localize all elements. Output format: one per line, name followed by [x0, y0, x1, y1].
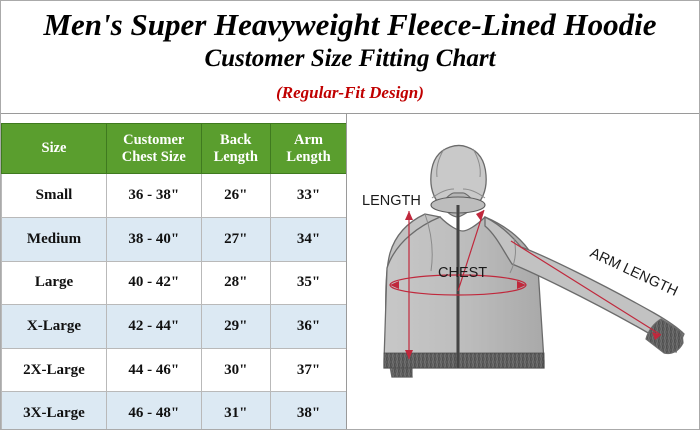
svg-text:LENGTH: LENGTH: [362, 193, 421, 209]
svg-text:CHEST: CHEST: [438, 265, 487, 281]
